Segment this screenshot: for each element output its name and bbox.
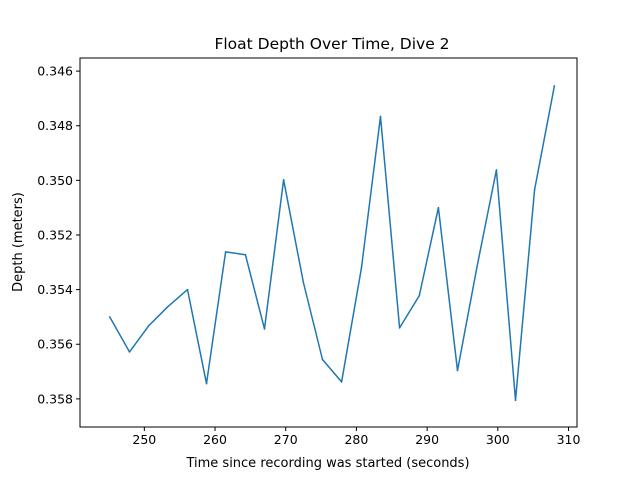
x-tick-label: 290	[415, 432, 439, 447]
data-point	[340, 381, 343, 383]
plot-frame	[79, 57, 578, 428]
data-point	[147, 325, 150, 327]
y-axis-label: Depth (meters)	[11, 192, 26, 292]
x-tick-label: 250	[132, 432, 156, 447]
data-point	[263, 328, 266, 330]
data-point	[495, 169, 498, 171]
y-tick-label: 0.348	[37, 118, 73, 133]
data-point	[302, 281, 305, 284]
data-point	[205, 382, 208, 385]
data-point	[128, 351, 131, 353]
y-axis-ticks: 0.346 0.348 0.350 0.352 0.354 0.356 0.358	[37, 64, 80, 406]
x-tick-label: 270	[274, 432, 298, 447]
chart-title: Float Depth Over Time, Dive 2	[214, 35, 449, 53]
data-point	[533, 188, 536, 191]
data-point	[437, 206, 440, 209]
y-tick-label: 0.346	[37, 64, 73, 79]
x-axis-ticks: 250 260 270 280 290 300 310	[132, 427, 580, 447]
data-point	[514, 399, 517, 402]
y-tick-label: 0.358	[37, 391, 73, 406]
data-point	[166, 306, 169, 308]
data-point	[476, 264, 479, 267]
x-tick-label: 280	[344, 432, 368, 447]
y-tick-label: 0.350	[37, 173, 73, 188]
data-point	[379, 115, 382, 118]
plot-area	[108, 85, 556, 402]
data-point	[224, 251, 227, 253]
x-tick-label: 300	[486, 432, 510, 447]
data-point	[360, 267, 363, 270]
y-tick-label: 0.354	[37, 282, 73, 297]
data-point	[108, 316, 111, 318]
data-point	[456, 369, 459, 372]
series-line-0	[109, 85, 556, 401]
y-tick-label: 0.352	[37, 227, 73, 242]
x-axis-label: Time since recording was started (second…	[185, 456, 469, 471]
y-tick-label: 0.356	[37, 337, 73, 352]
data-point	[244, 253, 247, 256]
data-point	[186, 288, 189, 291]
data-point	[321, 358, 324, 361]
data-point	[553, 85, 556, 87]
data-point	[398, 327, 401, 329]
data-point	[282, 179, 285, 181]
data-point	[418, 294, 421, 297]
x-tick-label: 310	[557, 432, 581, 447]
x-tick-label: 260	[203, 432, 227, 447]
